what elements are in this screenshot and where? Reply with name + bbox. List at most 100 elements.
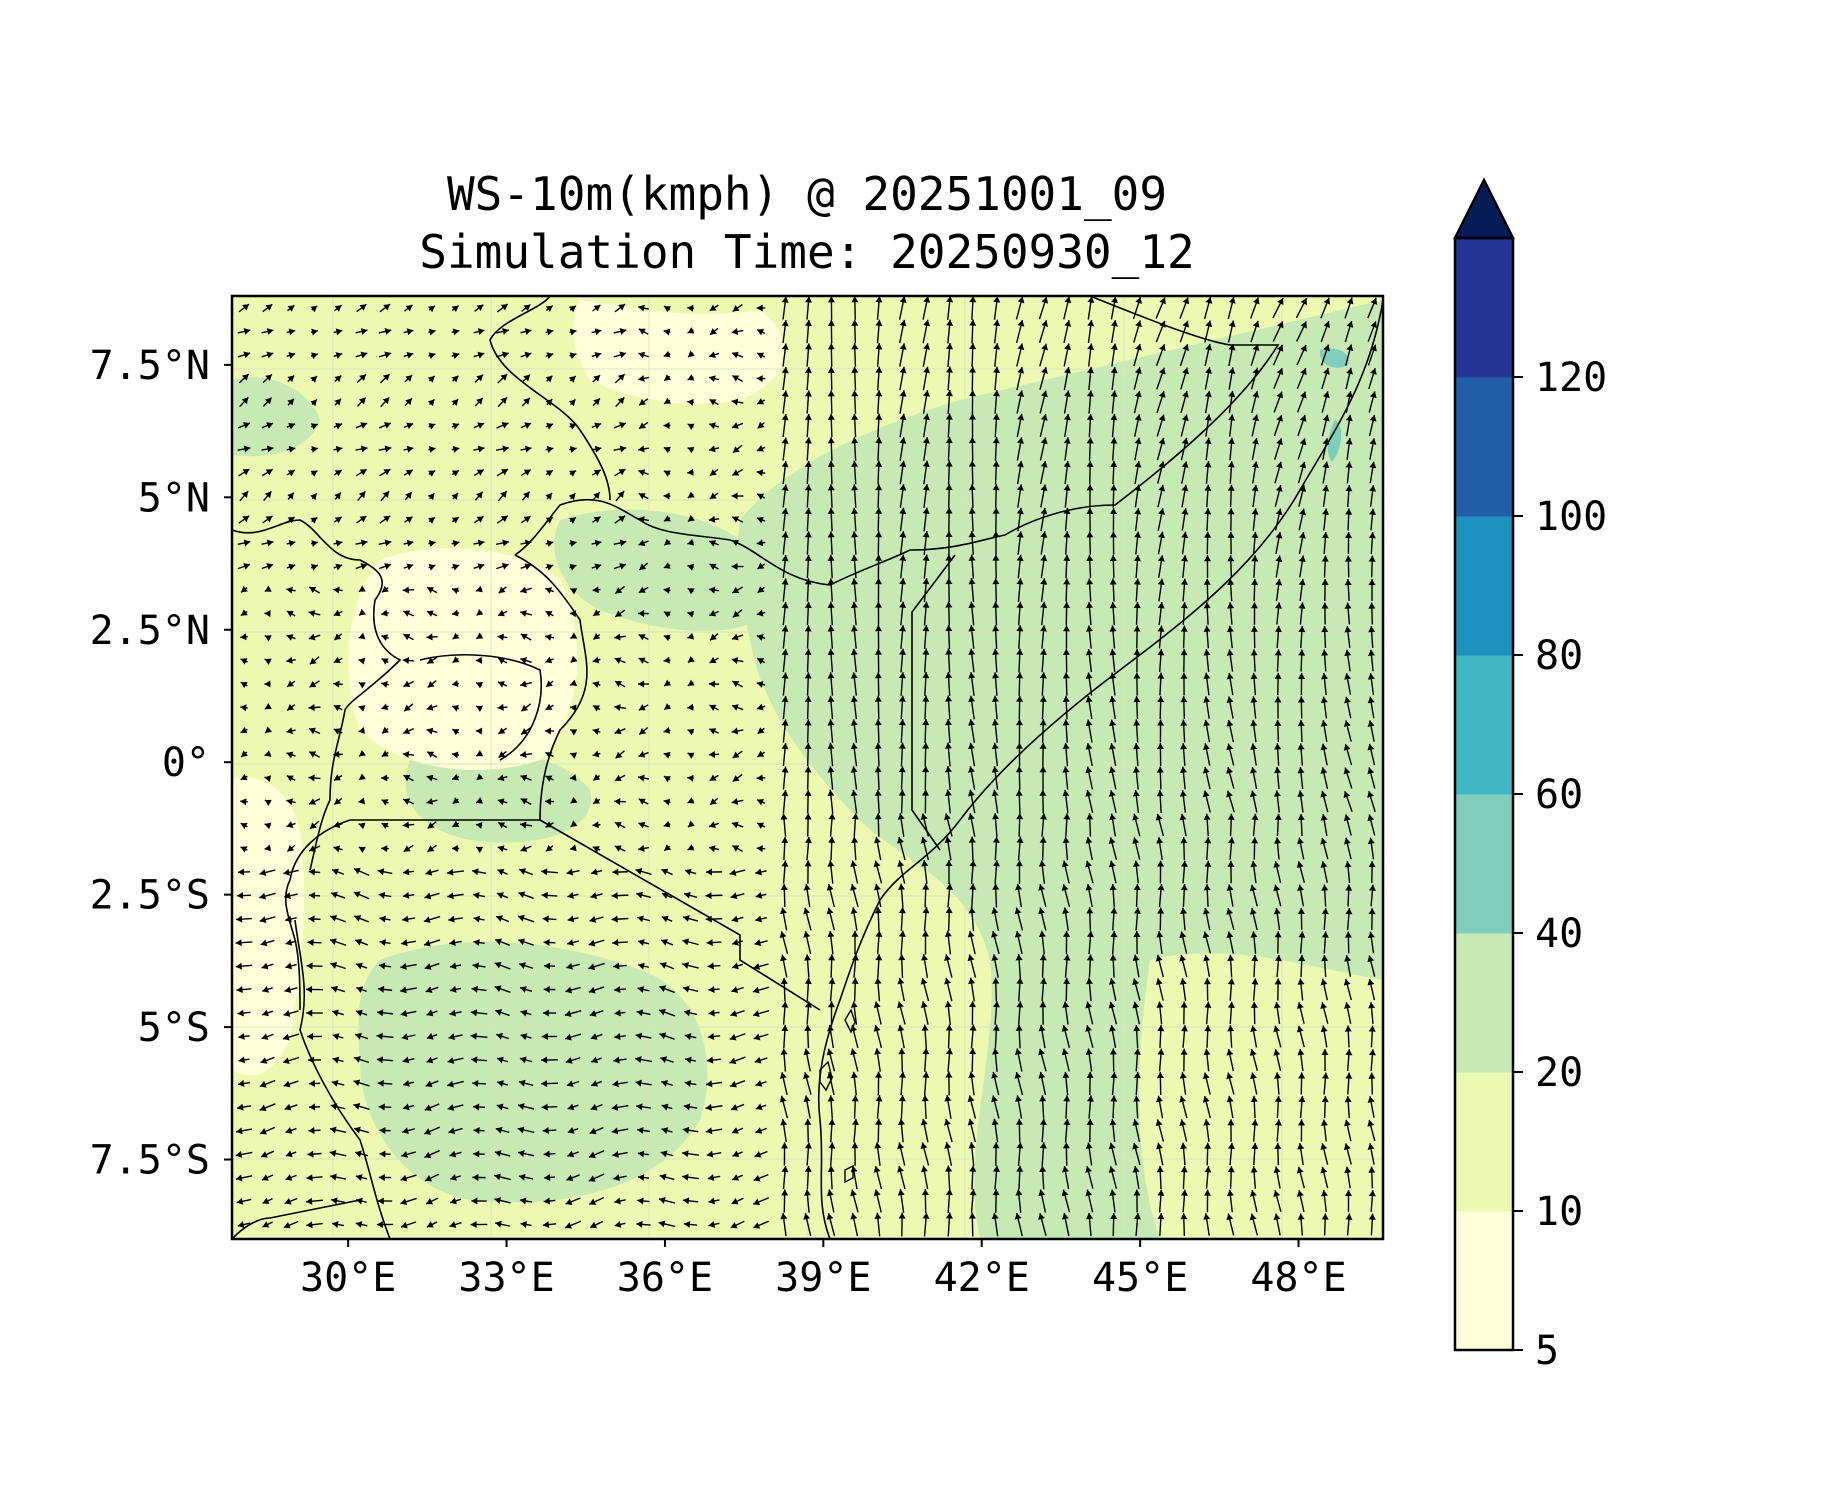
wind-arrow <box>307 938 322 946</box>
wind-arrow <box>497 633 508 641</box>
wind-arrow <box>967 813 976 837</box>
wind-arrow <box>1367 1119 1376 1142</box>
wind-arrow <box>452 656 460 664</box>
wind-arrow <box>922 695 930 720</box>
wind-arrow <box>236 1197 252 1205</box>
wind-arrow <box>756 445 766 452</box>
wind-arrow <box>427 844 437 853</box>
wind-arrow <box>1038 296 1049 320</box>
wind-arrow <box>1321 367 1330 390</box>
wind-arrow <box>354 915 369 923</box>
wind-arrow <box>569 516 577 524</box>
wind-arrow <box>663 820 671 828</box>
wind-arrow <box>874 1142 882 1166</box>
wind-arrow <box>1274 1095 1282 1119</box>
wind-arrow <box>1087 319 1095 344</box>
island-zanzibar <box>819 1060 833 1092</box>
wind-arrow <box>1155 954 1165 978</box>
wind-arrow <box>992 460 1000 485</box>
wind-arrow <box>687 491 695 499</box>
wind-arrow <box>898 672 906 696</box>
wind-arrow <box>449 1221 462 1228</box>
wind-arrow <box>1275 531 1283 555</box>
wind-arrow <box>1039 460 1048 485</box>
wind-arrow <box>637 1174 650 1182</box>
wind-arrow <box>520 657 532 664</box>
wind-arrow <box>899 390 907 414</box>
wind-arrow <box>308 727 321 735</box>
wind-arrow <box>402 821 415 829</box>
wind-arrow <box>731 351 744 359</box>
wind-arrow <box>358 632 366 640</box>
wind-arrow <box>991 789 999 814</box>
wind-arrow <box>1179 954 1188 978</box>
wind-arrow <box>264 726 272 734</box>
wind-arrow <box>449 1197 462 1205</box>
wind-arrow <box>1181 531 1189 555</box>
wind-arrow <box>1272 321 1284 342</box>
wind-arrow <box>424 1103 440 1111</box>
wind-arrow <box>638 304 649 312</box>
wind-arrow <box>612 939 628 947</box>
wind-arrow <box>1250 743 1258 766</box>
wind-arrow <box>944 977 953 1002</box>
wind-arrow <box>545 656 554 664</box>
wind-arrow <box>732 773 743 783</box>
wind-arrow <box>1250 1001 1258 1025</box>
wind-arrow <box>1251 508 1259 531</box>
wind-arrow <box>261 328 274 335</box>
wind-arrow <box>261 445 274 453</box>
wind-arrow <box>1320 344 1330 366</box>
wind-arrow <box>1344 955 1352 977</box>
wind-arrow <box>707 1033 721 1040</box>
wind-arrow <box>520 1009 532 1017</box>
wind-arrow <box>1227 860 1235 884</box>
wind-arrow <box>706 1056 722 1064</box>
wind-arrow <box>687 446 695 454</box>
wind-arrow <box>850 766 858 790</box>
wind-arrow <box>922 672 930 696</box>
wind-arrow <box>663 634 671 642</box>
wind-arrow <box>780 813 788 837</box>
wind-arrow <box>1062 695 1070 720</box>
wind-arrow <box>519 868 533 876</box>
wind-arrow <box>1367 1143 1375 1165</box>
wind-arrow <box>1132 789 1140 814</box>
wind-arrow <box>663 350 671 358</box>
wind-arrow <box>354 1150 369 1158</box>
wind-arrow <box>240 704 248 712</box>
wind-arrow <box>237 539 251 547</box>
wind-arrow <box>1156 367 1166 390</box>
wind-arrow <box>1016 531 1024 555</box>
wind-arrow <box>379 303 391 313</box>
wind-arrow <box>329 938 347 946</box>
wind-arrow <box>874 977 882 1002</box>
wind-arrow <box>991 695 999 720</box>
wind-arrow <box>1202 1095 1211 1119</box>
wind-arrow <box>1345 1049 1353 1071</box>
wind-arrow <box>1110 1212 1118 1237</box>
wind-arrow <box>1227 1025 1235 1048</box>
wind-arrow <box>308 774 321 782</box>
wind-arrow <box>709 728 719 735</box>
wind-arrow <box>1249 1213 1259 1236</box>
wind-arrow <box>1227 813 1235 837</box>
wind-arrow <box>899 319 907 344</box>
wind-arrow <box>991 742 999 767</box>
wind-arrow <box>1039 766 1047 790</box>
wind-arrow <box>262 1197 273 1204</box>
wind-arrow <box>569 328 577 336</box>
wind-arrow <box>381 799 389 806</box>
wind-arrow <box>781 531 789 555</box>
wind-arrow <box>1368 1213 1376 1236</box>
wind-arrow <box>1180 743 1188 766</box>
wind-arrow <box>1180 696 1188 719</box>
wind-arrow <box>638 774 649 782</box>
wind-arrow <box>329 1126 347 1134</box>
wind-arrow <box>333 445 343 453</box>
wind-arrow <box>264 658 272 665</box>
wind-arrow <box>781 766 789 790</box>
wind-arrow <box>566 1174 580 1182</box>
wind-arrow <box>1087 343 1095 367</box>
wind-arrow <box>898 954 906 978</box>
